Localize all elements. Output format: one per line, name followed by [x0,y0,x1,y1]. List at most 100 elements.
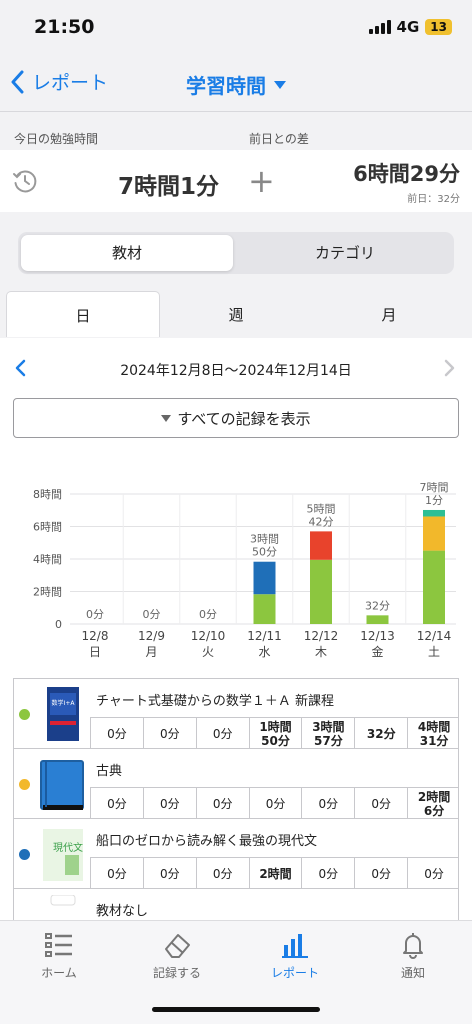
period-tabs: 日 週 月 [0,291,472,337]
week-range: 2024年12月8日〜2024年12月14日 [120,363,352,379]
bar-segment [253,561,276,595]
nav-record-label: 記録する [152,966,201,980]
triangle-down-icon [161,415,172,422]
bar-total-label: 32分 [365,599,390,612]
day-time-cell: 0分 [301,788,354,819]
nav-home-label: ホーム [41,966,77,980]
eraser-icon [165,934,190,958]
x-tick-weekday: 水 [258,645,270,659]
summary-row: 7時間1分 + 6時間29分 前日：32分 [0,150,472,212]
x-tick-weekday: 金 [371,644,383,659]
day-time-cell: 0分 [195,788,249,819]
x-tick-weekday: 日 [89,645,101,659]
bar-segment [310,559,332,624]
segmented-control: 教材 カテゴリ [18,232,454,274]
daily-time-cells: 0分 0分 0分 2時間 0分 0分 0分 [90,857,458,889]
diff-time: 6時間29分 [353,162,460,186]
chevron-left-icon [11,70,24,93]
material-title: 船口のゼロから読み解く最強の現代文 [96,834,318,849]
bar-total-label: 0分 [199,608,217,621]
material-row[interactable]: 数学I+A チャート式基礎からの数学１＋Ａ 新課程 0分 0分 0分 1時間 50分 3時間 5… [14,679,458,749]
day-time-cell: 0分 [195,858,249,889]
color-dot [19,779,30,790]
x-tick-weekday: 火 [202,645,214,659]
signal-icon [368,20,391,34]
y-tick-label: 6時間 [33,521,62,534]
bottom-tab-bar: ホーム 記録する レポート 通知 [0,920,472,1024]
nav-notify-label: 通知 [400,966,425,980]
x-tick-date: 12/11 [247,629,282,643]
nav-report[interactable]: レポート [236,931,354,981]
study-time-chart: 0 2時間 4時間 6時間 8時間 0分 12/8 日 0分 12/9 月 0分 12/10 火 3時間50… [33,481,456,659]
book-cover-icon: 現代文 [37,825,89,883]
nav-notify[interactable]: 通知 [354,931,472,981]
day-time-cell: 0分 [142,858,196,889]
bar-total-label: 7時間 [420,481,449,494]
x-tick-weekday: 土 [428,645,440,659]
material-row[interactable]: 古典 0分 0分 0分 0分 0分 0分 2時間 6分 [14,749,458,819]
day-time-cell: 2時間 [248,858,302,889]
tab-day[interactable]: 日 [6,291,160,337]
x-tick-weekday: 月 [145,645,157,659]
plus-icon: + [248,162,275,200]
day-time-cell: 32分 [354,718,407,749]
color-dot [19,849,30,860]
tab-week[interactable]: 週 [228,306,244,324]
bar-total-label: 3時間 [250,533,279,546]
nav-home[interactable]: ホーム [0,931,118,981]
history-clock-icon [13,170,37,193]
list-icon [45,933,72,957]
segment-category[interactable]: カテゴリ [314,244,375,262]
bell-icon [403,933,423,959]
caret-down-icon [274,81,286,89]
page-title: 学習時間 [186,74,266,98]
day-time-cell: 0分 [90,788,143,819]
nav-record[interactable]: 記録する [118,931,236,981]
material-row[interactable]: 教材なし [14,889,458,920]
day-time-cell: 0分 [248,788,302,819]
nav-report-label: レポート [270,966,319,980]
prev-week-button[interactable] [14,359,26,377]
back-label: レポート [32,72,109,94]
daily-time-cells: 0分 0分 0分 1時間 50分 3時間 57分 32分 4時間 31分 [90,717,458,749]
x-tick-date: 12/8 [82,629,109,643]
bar-total-label: 50分 [252,546,277,559]
show-all-records-button[interactable]: すべての記録を表示 [13,398,459,438]
status-icons: 4G 13 [368,18,452,36]
y-tick-label: 8時間 [33,488,62,501]
y-tick-label: 2時間 [33,586,62,599]
bar-total-label: 5時間 [307,502,336,515]
day-time-cell: 2時間 6分 [407,788,458,819]
material-title: チャート式基礎からの数学１＋Ａ 新課程 [96,694,335,709]
y-tick-label: 4時間 [33,553,62,566]
book-cover-icon [37,755,89,813]
back-button[interactable]: レポート [10,68,108,95]
prev-day-time: 前日：32分 [407,194,460,205]
day-time-cell: 0分 [90,858,143,889]
bar-total-label: 42分 [309,515,334,528]
bar-segment [253,594,276,624]
book-cover-icon [37,894,89,920]
battery-icon: 13 [425,19,452,35]
x-tick-date: 12/14 [417,629,452,643]
svg-text:現代文: 現代文 [53,841,83,854]
day-time-cell: 0分 [142,718,196,749]
week-navigator: 2024年12月8日〜2024年12月14日 [0,350,472,386]
segment-material[interactable]: 教材 [21,235,233,271]
day-time-cell: 0分 [195,718,249,749]
day-time-cell: 4時間 31分 [407,718,458,749]
tab-month[interactable]: 月 [381,306,397,324]
day-time-cell: 0分 [90,718,143,749]
summary-header: 今日の勉強時間 前日との差 [0,112,472,150]
show-all-label: すべての記録を表示 [177,410,311,428]
material-row[interactable]: 現代文 船口のゼロから読み解く最強の現代文 0分 0分 0分 2時間 0分 0分 0分 [14,819,458,889]
today-study-time: 7時間1分 [118,174,220,200]
title-dropdown[interactable]: 学習時間 [0,70,472,99]
bar-segment [423,550,445,624]
day-time-cell: 3時間 57分 [301,718,354,749]
x-tick-date: 12/13 [360,629,395,643]
bar-total-label: 0分 [143,608,161,621]
nav-bar: レポート 学習時間 [0,56,472,112]
next-week-button[interactable] [444,359,456,377]
x-tick-date: 12/12 [304,629,339,643]
